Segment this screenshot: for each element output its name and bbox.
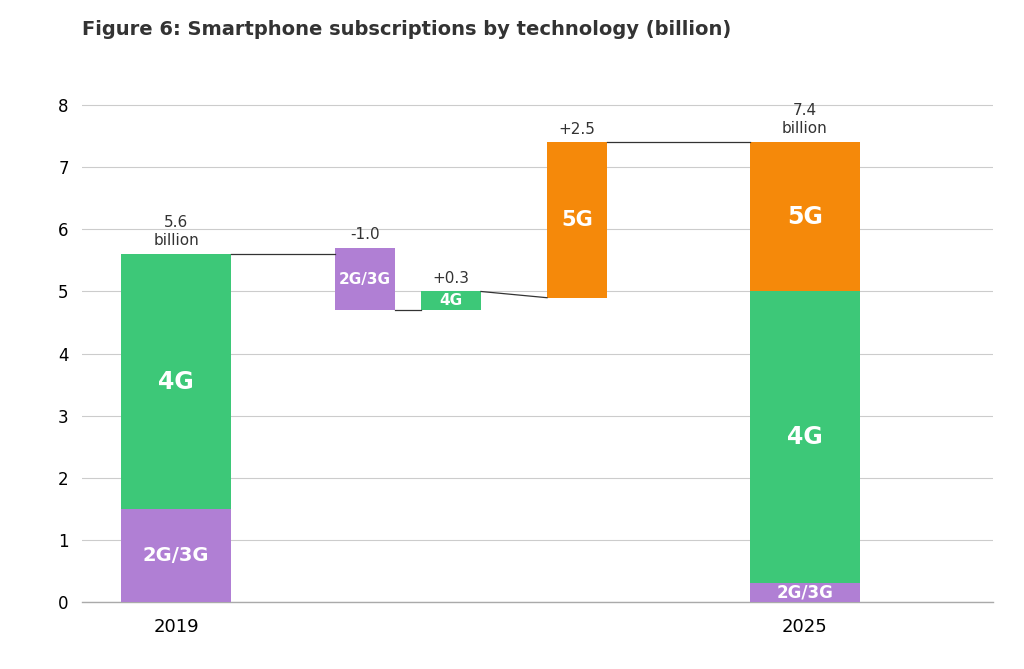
Text: 2G/3G: 2G/3G — [339, 272, 391, 286]
Bar — [750, 583, 860, 602]
Bar — [547, 142, 607, 298]
Text: -1.0: -1.0 — [350, 227, 380, 242]
Text: +2.5: +2.5 — [558, 122, 595, 136]
Text: 4G: 4G — [159, 369, 195, 393]
Text: +0.3: +0.3 — [433, 271, 470, 286]
Text: 5.6
billion: 5.6 billion — [154, 215, 199, 248]
Bar — [421, 292, 481, 310]
Text: 4G: 4G — [786, 425, 822, 450]
Bar — [335, 248, 394, 310]
Bar — [121, 509, 231, 602]
Text: Figure 6: Smartphone subscriptions by technology (billion): Figure 6: Smartphone subscriptions by te… — [82, 20, 731, 39]
Text: 2G/3G: 2G/3G — [776, 584, 834, 602]
Bar — [750, 292, 860, 583]
Text: 2G/3G: 2G/3G — [143, 546, 210, 565]
Text: 5G: 5G — [786, 205, 822, 229]
Bar — [121, 254, 231, 509]
Bar — [750, 142, 860, 292]
Text: 7.4
billion: 7.4 billion — [782, 103, 827, 136]
Text: 4G: 4G — [439, 293, 463, 308]
Text: 5G: 5G — [561, 210, 593, 230]
